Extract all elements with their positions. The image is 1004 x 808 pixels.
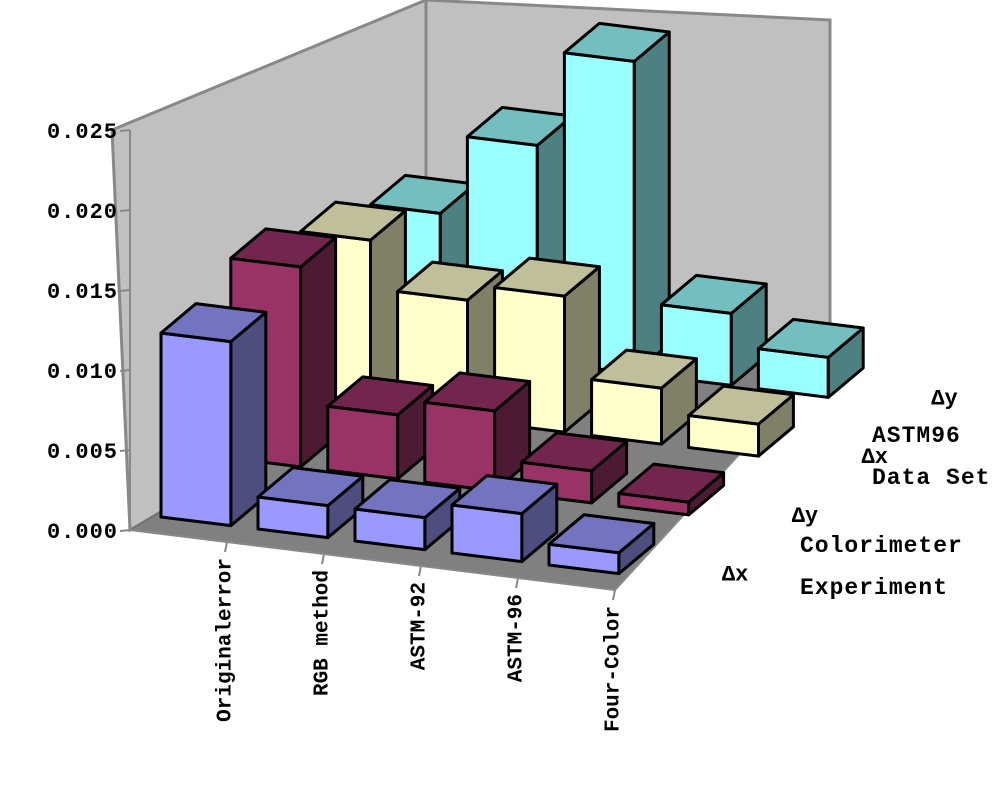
y-tick-label: 0.010 [47,360,118,385]
bar-series4-four-color [756,317,865,399]
bar-top-face [159,302,268,344]
bar-series2-rgb-method [326,375,435,481]
group-label-astm96-line1: ASTM96 [872,423,961,449]
x-tick-mark [418,565,422,577]
bar-top-face [493,256,601,298]
bar-series1-originalerror [159,302,268,528]
category-label: Four-Color [603,606,626,732]
bar-top-face [423,371,532,413]
bar-top-face [687,384,795,426]
group-label-colorimeter-line2: Experiment [800,575,948,601]
category-label: ASTM-96 [506,594,529,682]
y-tick-mark [119,209,131,212]
y-tick-label: 0.020 [47,200,118,225]
bar-series1-rgb-method [256,466,365,540]
x-axis-line [129,529,616,591]
series-label: Δy [931,386,957,411]
y-tick-mark [119,529,131,532]
y-tick-label: 0.000 [47,520,118,545]
bar-top-face [326,375,435,417]
category-label: ASTM-92 [409,582,432,670]
bar-top-face [547,513,656,555]
bar-top-face [562,21,671,63]
y-tick-label: 0.015 [47,280,118,305]
bar-top-face [396,260,504,302]
y-tick-label: 0.005 [47,440,118,465]
bar-top-face [756,317,865,359]
bar-top-face [617,462,726,504]
bars [159,21,865,576]
series-label: Δy [792,504,818,529]
bar-series3-astm-96 [590,348,698,446]
bar-top-face [520,431,629,473]
bar-series2-four-color [617,462,726,517]
y-axis-ticks: 0.000 0.005 0.010 0.015 0.020 0.025 [47,120,131,545]
bar-series3-four-color [687,384,795,458]
y-tick-mark [119,129,131,132]
bar-series1-astm-92 [353,478,462,552]
bar-top-face [450,474,559,516]
bar-top-face [256,466,365,508]
category-label: Originalerror [215,558,238,722]
bar-front-face [159,331,233,528]
x-tick-mark [612,589,616,601]
series-labels: Δx Δy Δx Δy [722,386,958,587]
y-tick-label: 0.025 [47,120,118,145]
bar-top-face [659,273,768,315]
series-label: Δx [722,563,748,588]
x-tick-mark [224,541,228,553]
group-label-astm96-line2: Data Set [872,465,990,491]
x-tick-mark [515,577,519,589]
y-tick-mark [119,289,131,292]
bar-front-face [590,378,663,446]
bar-top-face [299,200,407,242]
bar-series2-astm-92 [423,371,532,493]
group-label-colorimeter-line1: Colorimeter [800,533,963,559]
category-label: RGB method [312,570,335,696]
bar-series1-four-color [547,513,656,576]
category-labels: Originalerror RGB method ASTM-92 ASTM-96 Fou… [215,541,626,732]
bar-top-face [353,478,462,520]
bar-front-face [326,404,400,481]
bar-series1-astm-96 [450,474,559,564]
bar-top-face [229,227,338,269]
y-tick-mark [119,369,131,372]
series-label: Δx [862,445,888,470]
y-tick-mark [119,449,131,452]
x-tick-mark [321,553,325,565]
bar-top-face [590,348,698,390]
